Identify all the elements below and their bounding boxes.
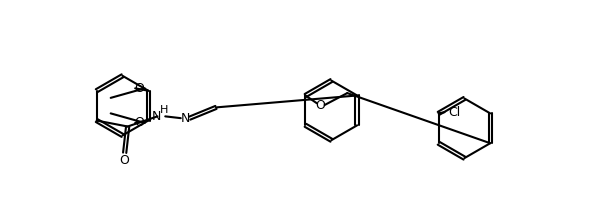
Text: H: H (160, 105, 168, 115)
Text: O: O (120, 154, 130, 167)
Text: O: O (315, 99, 325, 111)
Text: O: O (134, 82, 144, 95)
Text: O: O (134, 117, 144, 129)
Text: N: N (152, 110, 161, 123)
Text: N: N (180, 112, 190, 125)
Text: Cl: Cl (448, 106, 461, 119)
